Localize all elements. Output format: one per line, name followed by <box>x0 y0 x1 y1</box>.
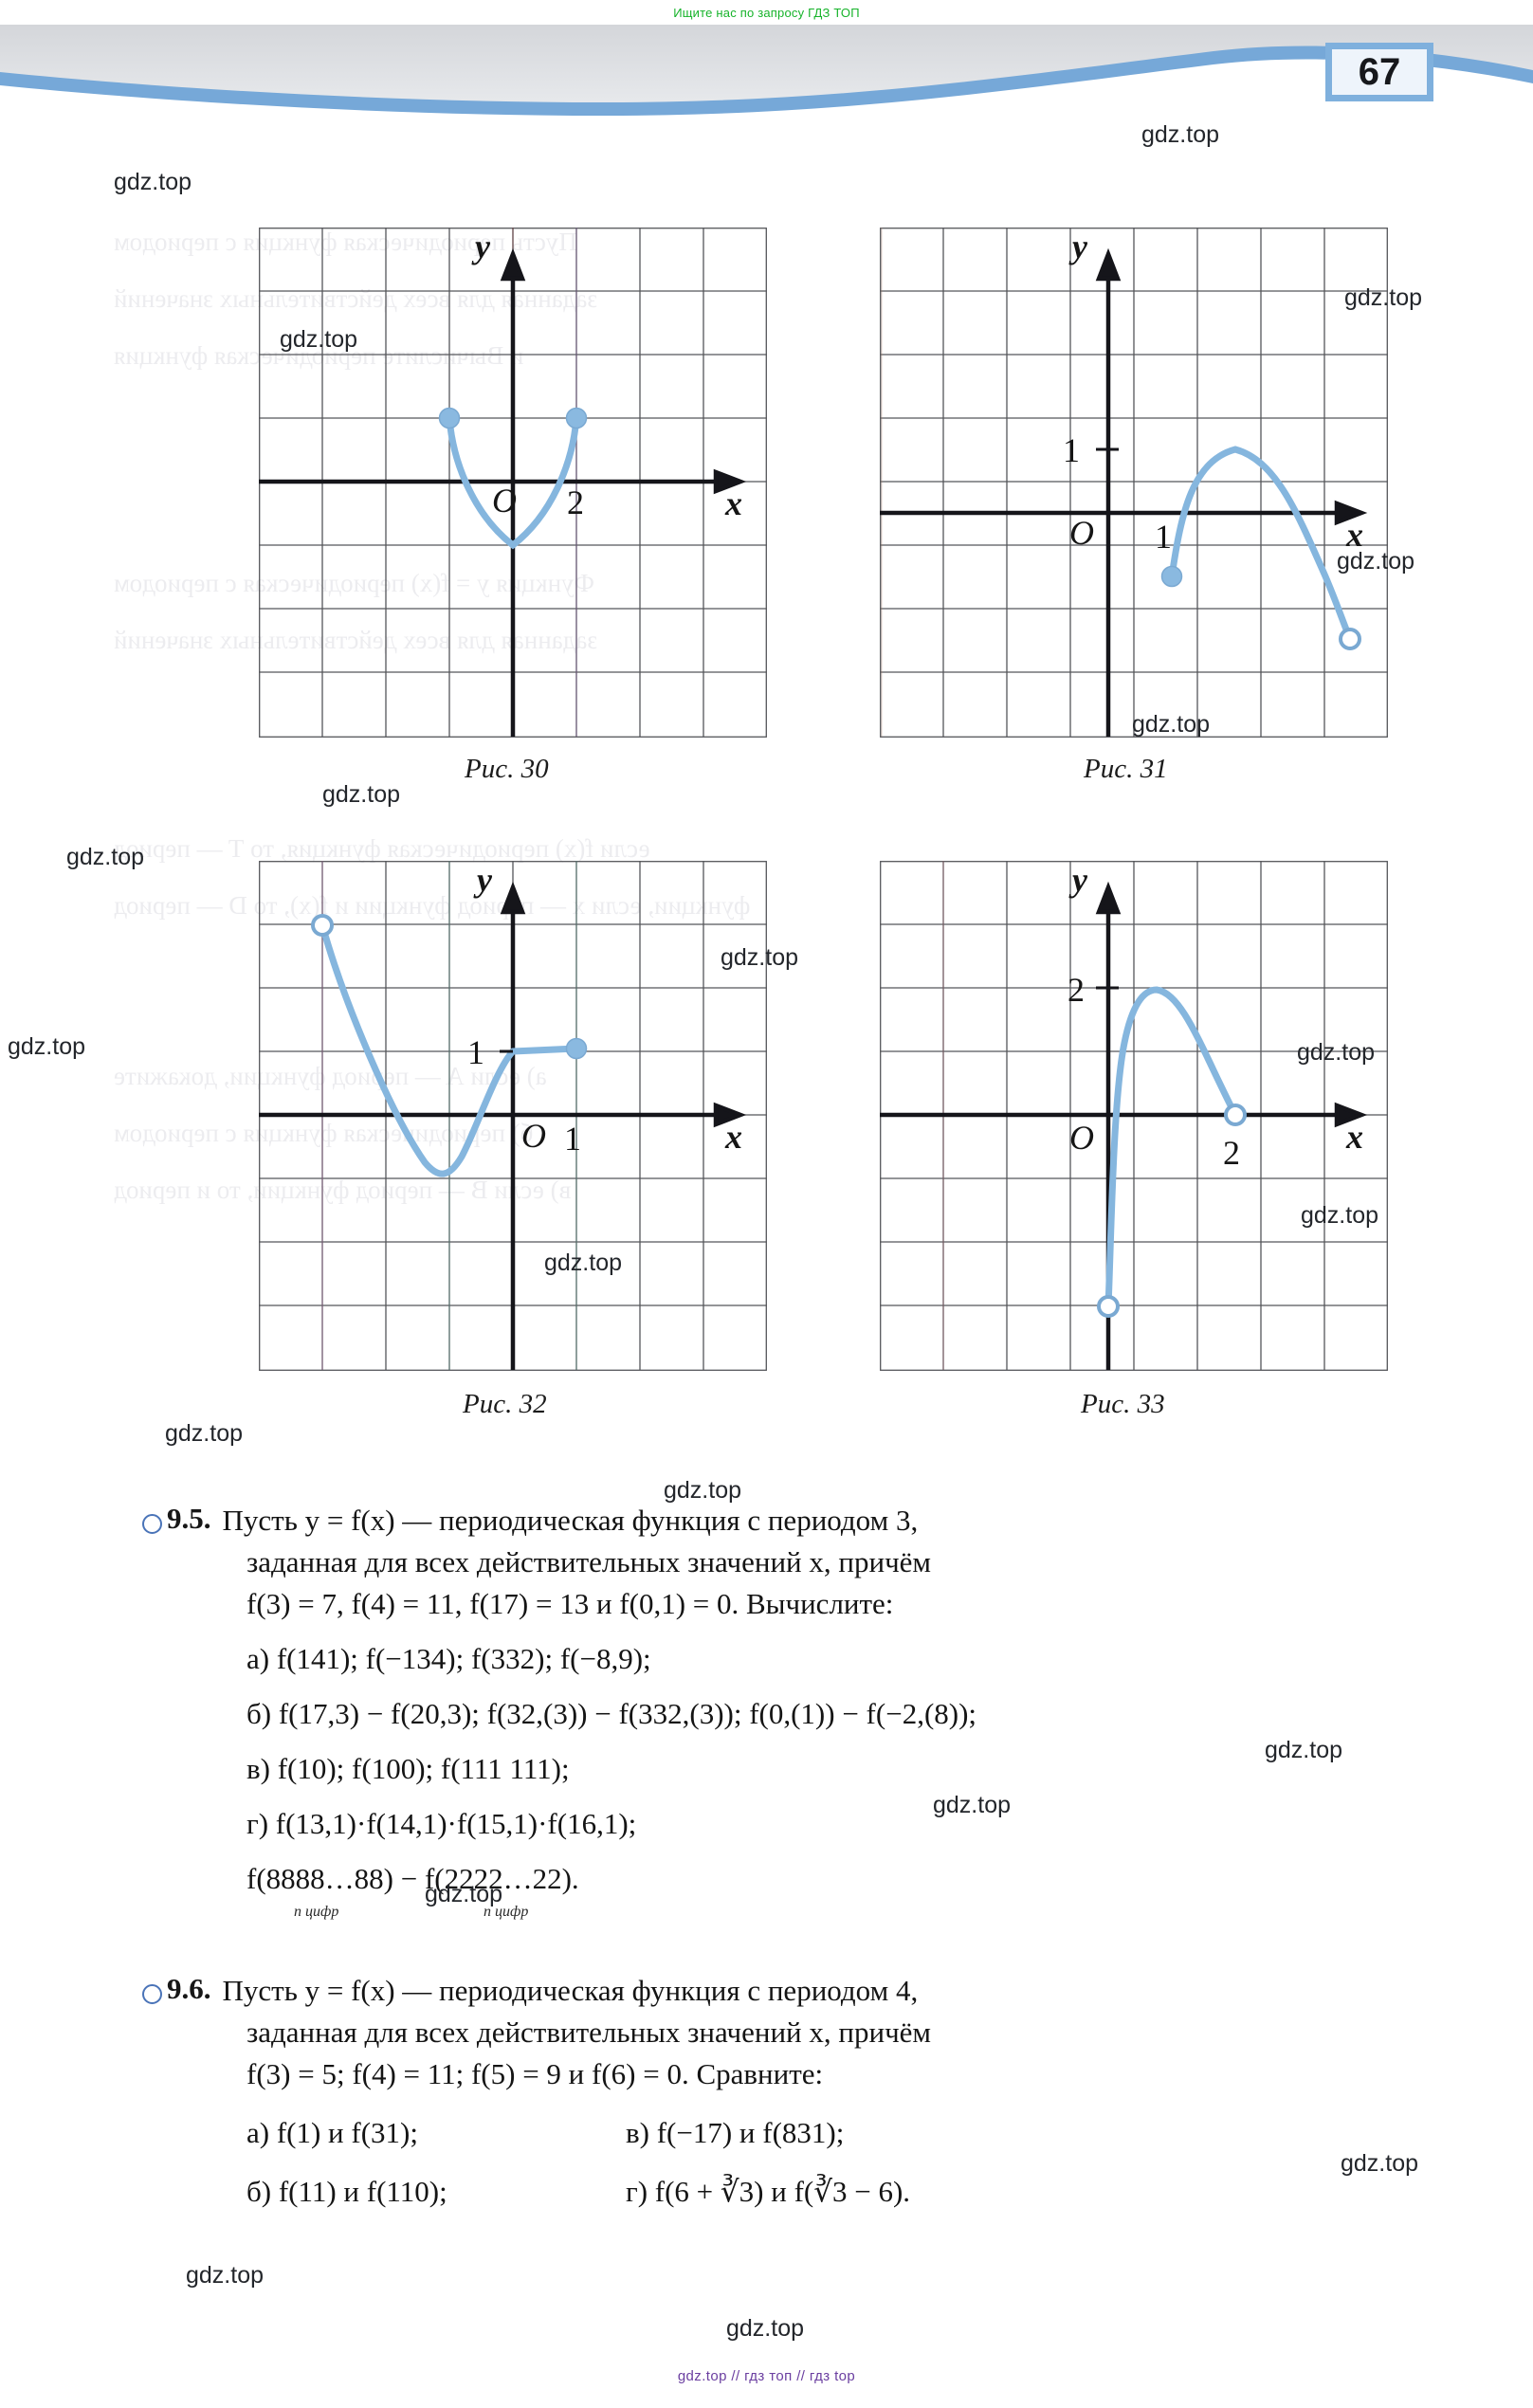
svg-text:1: 1 <box>1063 431 1080 469</box>
watermark: gdz.top <box>66 844 145 870</box>
promo-banner: Ищите нас по запросу ГДЗ ТОП <box>0 0 1533 25</box>
figure-33: O 2 2 y x <box>880 861 1388 1371</box>
exercise-9-5-item-b: б) f(17,3) − f(20,3); f(32,(3)) − f(332,… <box>246 1697 977 1731</box>
exercise-9-6-item-v: в) f(−17) и f(831); <box>626 2116 845 2150</box>
watermark: gdz.top <box>8 1033 86 1060</box>
watermark: gdz.top <box>186 2262 265 2289</box>
exercise-9-5-item-a: а) f(141); f(−134); f(332); f(−8,9); <box>246 1642 651 1676</box>
exercise-9-6-lead-3: f(3) = 5; f(4) = 11; f(5) = 9 и f(6) = 0… <box>246 2057 824 2091</box>
svg-text:y: y <box>1068 228 1088 265</box>
watermark: gdz.top <box>114 169 192 195</box>
svg-text:2: 2 <box>567 483 584 521</box>
endpoint-filled <box>565 1037 588 1060</box>
exercise-9-6: 9.6. Пусть y = f(x) — периодическая функ… <box>142 1970 1403 2213</box>
exercise-9-5-annotation-2: n цифр <box>484 1904 529 1921</box>
svg-text:O: O <box>492 482 517 520</box>
promo-text: Ищите нас по запросу ГДЗ ТОП <box>673 5 860 20</box>
watermark: gdz.top <box>322 781 401 808</box>
svg-text:y: y <box>471 228 491 265</box>
exercise-9-6-item-g: г) f(6 + ∛3) и f(∛3 − 6). <box>626 2175 911 2209</box>
figure-33-caption: Рис. 33 <box>1081 1389 1165 1419</box>
watermark: gdz.top <box>726 2315 805 2342</box>
svg-text:2: 2 <box>1068 971 1085 1009</box>
exercise-9-5-annotation-1: n цифр <box>294 1904 339 1921</box>
figure-31-caption: Рис. 31 <box>1084 754 1168 784</box>
exercise-9-6-item-a: а) f(1) и f(31); <box>246 2116 418 2150</box>
figure-31: O 1 1 y x <box>880 228 1388 738</box>
exercise-9-6-lead-2: заданная для всех действительных значени… <box>246 2016 932 2050</box>
svg-text:x: x <box>724 1118 742 1156</box>
exercise-9-6-lead-1: Пусть y = f(x) — периодическая функция с… <box>222 1974 919 2007</box>
exercise-9-5-lead-1: Пусть y = f(x) — периодическая функция с… <box>222 1504 919 1537</box>
svg-text:O: O <box>1069 1119 1094 1157</box>
exercise-bullet-icon <box>142 1984 162 2004</box>
exercise-9-5-item-g: г) f(13,1)·f(14,1)·f(15,1)·f(16,1); <box>246 1807 637 1841</box>
svg-text:O: O <box>521 1117 546 1155</box>
figure-32-caption: Рис. 32 <box>463 1389 547 1419</box>
watermark: gdz.top <box>165 1420 244 1447</box>
exercise-9-5-item-g2: f(8888…88) − f(2222…22). <box>246 1862 579 1896</box>
ghost-text: если f(x) периодическая функция, то T — … <box>114 834 650 863</box>
svg-text:1: 1 <box>564 1120 581 1158</box>
svg-text:x: x <box>1345 516 1363 554</box>
exercise-9-5: 9.5. Пусть y = f(x) — периодическая функ… <box>142 1500 1403 1923</box>
bottom-site-tag: gdz.top // гдз топ // гдз top <box>677 2368 856 2384</box>
page-number-badge: 67 <box>1325 43 1433 101</box>
svg-text:y: y <box>1068 861 1088 899</box>
exercise-9-5-lead-2: заданная для всех действительных значени… <box>246 1545 932 1579</box>
figure-32: O 1 1 y x <box>259 861 767 1371</box>
figure-30: O 2 y x <box>259 228 767 738</box>
endpoint-open <box>311 914 334 937</box>
svg-text:x: x <box>1345 1118 1363 1156</box>
exercise-9-6-number: 9.6. <box>167 1972 211 2005</box>
exercise-9-6-item-b: б) f(11) и f(110); <box>246 2175 447 2209</box>
svg-text:2: 2 <box>1223 1134 1240 1172</box>
svg-text:x: x <box>724 484 742 522</box>
endpoint-filled <box>565 407 588 429</box>
svg-text:1: 1 <box>467 1033 484 1071</box>
page-number: 67 <box>1358 50 1401 93</box>
exercise-bullet-icon <box>142 1514 162 1534</box>
exercise-9-5-lead-3: f(3) = 7, f(4) = 11, f(17) = 13 и f(0,1)… <box>246 1587 894 1621</box>
endpoint-filled <box>438 407 461 429</box>
header-decorative-band <box>0 25 1533 131</box>
endpoint-open <box>1224 1104 1247 1126</box>
svg-text:1: 1 <box>1155 518 1172 556</box>
svg-text:O: O <box>1069 514 1094 552</box>
figure-30-caption: Рис. 30 <box>465 754 549 784</box>
svg-text:y: y <box>473 861 493 899</box>
exercise-9-5-number: 9.5. <box>167 1502 211 1535</box>
exercise-9-5-item-v: в) f(10); f(100); f(111 111); <box>246 1752 570 1786</box>
endpoint-open <box>1339 628 1361 650</box>
endpoint-open <box>1097 1295 1120 1318</box>
endpoint-filled <box>1160 565 1183 588</box>
